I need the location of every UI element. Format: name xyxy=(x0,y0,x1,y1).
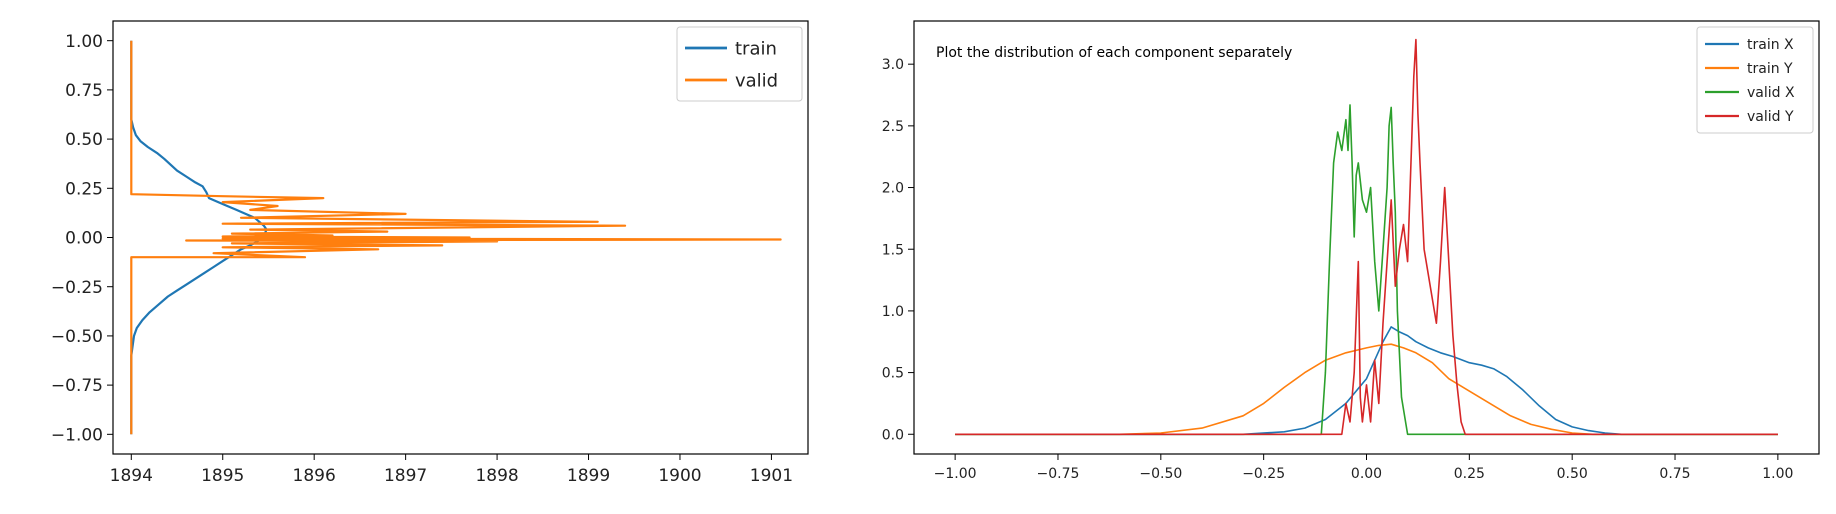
y-tick-label: 0.75 xyxy=(65,81,103,101)
y-tick-label: −0.25 xyxy=(51,278,103,298)
legend-box xyxy=(676,26,803,102)
x-tick-label: 1895 xyxy=(201,466,244,486)
y-tick-label: 3.0 xyxy=(882,57,904,73)
x-tick-label: 1898 xyxy=(475,466,518,486)
y-tick-label: 2.0 xyxy=(882,181,904,197)
series-line-train xyxy=(130,40,268,435)
x-tick-label: −0.75 xyxy=(1037,466,1080,482)
y-tick-label: 0.5 xyxy=(882,366,904,382)
x-tick-label: 1900 xyxy=(658,466,701,486)
series-line-valid-y xyxy=(955,38,1778,436)
x-tick-label: 1.00 xyxy=(1762,466,1793,482)
y-tick-label: 0.50 xyxy=(65,130,103,150)
x-tick-label: 1894 xyxy=(110,466,153,486)
x-tick-label: 1901 xyxy=(750,466,793,486)
x-tick-label: 1896 xyxy=(293,466,336,486)
legend-label-valid-y: valid Y xyxy=(1747,109,1794,125)
legend-label-train: train xyxy=(735,38,777,59)
legend-label-valid-x: valid X xyxy=(1747,85,1795,101)
x-tick-label: −0.25 xyxy=(1242,466,1285,482)
x-tick-label: 1897 xyxy=(384,466,427,486)
y-tick-label: 1.0 xyxy=(882,304,904,320)
chart-left: 1894 1895 1896 1897 1898 1899 1900 1901 −1.00 −0.… xyxy=(51,20,809,486)
y-tick-label: −0.50 xyxy=(51,327,103,347)
y-tick-label: −1.00 xyxy=(51,425,103,445)
y-tick-label: 1.5 xyxy=(882,242,904,258)
x-tick-label: 0.25 xyxy=(1454,466,1485,482)
series-line-valid-x xyxy=(955,104,1778,436)
y-tick-label: 2.5 xyxy=(882,119,904,135)
legend-label-train-y: train Y xyxy=(1747,61,1793,77)
y-tick-label: 0.0 xyxy=(882,427,904,443)
series-line-valid xyxy=(130,40,782,435)
legend-label-valid: valid xyxy=(735,70,778,91)
y-tick-label: 1.00 xyxy=(65,32,103,52)
x-tick-label: 0.00 xyxy=(1351,466,1382,482)
x-tick-label: 0.75 xyxy=(1659,466,1690,482)
legend-label-train-x: train X xyxy=(1747,37,1794,53)
series-line-train-x xyxy=(955,326,1778,436)
plot-frame xyxy=(913,20,1820,455)
series-line-train-y xyxy=(955,343,1778,436)
y-tick-label: 0.25 xyxy=(65,179,103,199)
chart-right: −1.00 −0.75 −0.50 −0.25 0.00 0.25 0.50 0.75 1.00… xyxy=(882,20,1820,482)
y-tick-label: 0.00 xyxy=(65,229,103,249)
x-tick-label: −0.50 xyxy=(1139,466,1182,482)
x-tick-label: −1.00 xyxy=(934,466,977,482)
legend-box xyxy=(1696,26,1814,134)
y-tick-label: −0.75 xyxy=(51,376,103,396)
x-tick-label: 1899 xyxy=(567,466,610,486)
chart-annotation: Plot the distribution of each component … xyxy=(936,45,1292,61)
x-tick-label: 0.50 xyxy=(1557,466,1588,482)
